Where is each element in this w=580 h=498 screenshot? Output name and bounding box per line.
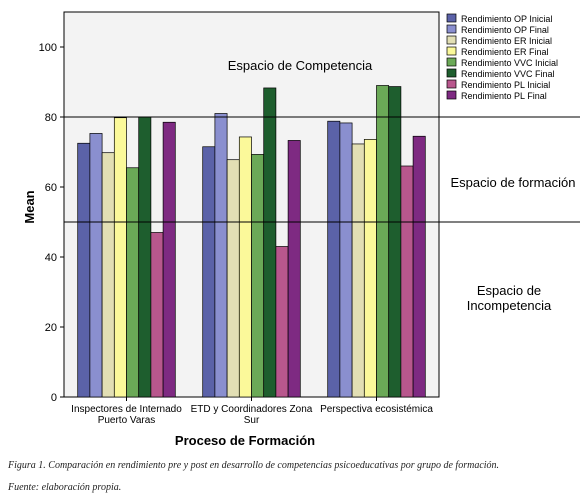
zone-label-competencia: Espacio de Competencia	[228, 58, 373, 73]
bar	[113, 117, 127, 398]
bar	[287, 140, 301, 398]
bar	[77, 142, 91, 398]
bar	[162, 121, 176, 398]
y-tick-label: 20	[45, 322, 57, 334]
y-tick-label: 0	[51, 392, 57, 404]
x-tick-label: Sur	[244, 415, 260, 426]
legend-label: Rendimiento OP Inicial	[461, 14, 552, 24]
legend-swatch	[446, 24, 457, 34]
bar	[138, 116, 152, 398]
bar	[126, 167, 140, 398]
legend-swatch	[446, 57, 457, 67]
legend-swatch	[446, 35, 457, 45]
x-tick-label: Puerto Varas	[98, 415, 156, 426]
bar	[376, 85, 390, 398]
bar	[150, 232, 164, 398]
bar	[363, 139, 377, 398]
source-caption: Fuente: elaboración propia.	[8, 482, 122, 493]
bar	[351, 143, 365, 398]
x-tick-label: Inspectores de Internado	[71, 404, 182, 415]
bar	[226, 159, 240, 398]
y-tick-label: 40	[45, 252, 57, 264]
bars-layer	[77, 85, 426, 398]
legend-label: Rendimiento OP Final	[461, 25, 549, 35]
legend-label: Rendimiento VVC Inicial	[461, 58, 558, 68]
x-tick-label: ETD y Coordinadores Zona	[191, 404, 313, 415]
y-axis: 0 20 40 60 80 100	[39, 42, 64, 404]
legend-swatch	[446, 46, 457, 56]
legend-label: Rendimiento VVC Final	[461, 69, 555, 79]
zone-label-formacion: Espacio de formación	[450, 175, 575, 190]
legend-label: Rendimiento ER Inicial	[461, 36, 552, 46]
legend-swatch	[446, 13, 457, 23]
bar	[202, 146, 216, 398]
bar	[400, 165, 414, 398]
bar	[327, 120, 341, 398]
y-axis-title: Mean	[22, 190, 37, 223]
bar	[238, 136, 252, 398]
bar	[214, 113, 228, 398]
bar	[412, 135, 426, 398]
x-axis-title: Proceso de Formación	[175, 433, 315, 448]
legend-swatch	[446, 79, 457, 89]
reference-lines	[64, 116, 580, 223]
bar	[89, 133, 103, 398]
legend-label: Rendimiento PL Inicial	[461, 80, 550, 90]
legend-swatch	[446, 68, 457, 78]
legend-label: Rendimiento ER Final	[461, 47, 549, 57]
bar	[275, 246, 289, 398]
legend-swatch	[446, 90, 457, 100]
zone-label-incompetencia-line2: Incompetencia	[467, 298, 552, 313]
legend-label: Rendimiento PL Final	[461, 91, 547, 101]
zone-label-incompetencia-line1: Espacio de	[477, 283, 541, 298]
y-tick-label: 80	[45, 112, 57, 124]
bar	[263, 87, 277, 398]
bar	[101, 152, 115, 398]
bar	[388, 86, 402, 398]
bar	[339, 122, 353, 398]
bar	[251, 154, 265, 398]
figure-caption: Figura 1. Comparación en rendimiento pre…	[8, 460, 500, 471]
y-tick-label: 60	[45, 182, 57, 194]
x-tick-label: Perspectiva ecosistémica	[320, 404, 433, 415]
y-tick-label: 100	[39, 42, 57, 54]
